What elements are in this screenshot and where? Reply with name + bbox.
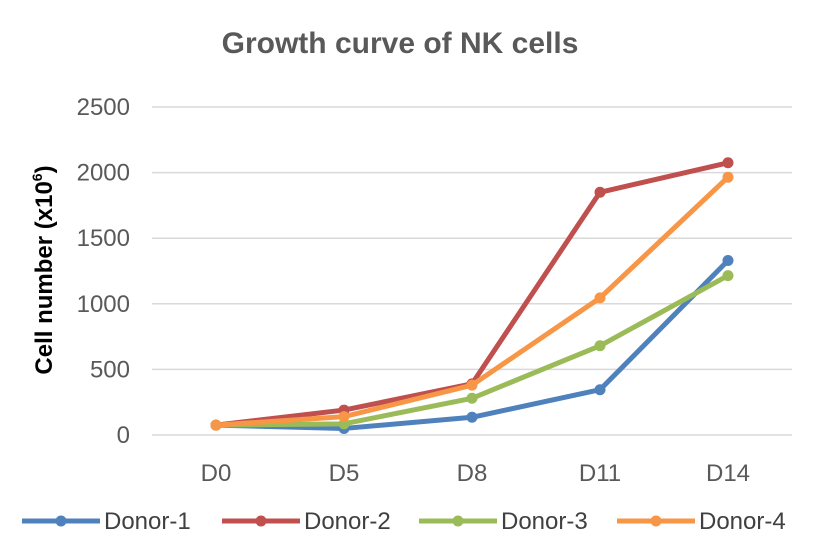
grid-lines bbox=[152, 106, 792, 436]
y-tick-label: 0 bbox=[117, 422, 130, 449]
x-tick-label: D11 bbox=[579, 460, 621, 487]
legend-label: Donor-3 bbox=[501, 508, 588, 535]
data-point bbox=[594, 186, 606, 198]
data-point bbox=[594, 292, 606, 304]
data-point bbox=[722, 255, 734, 267]
data-point bbox=[338, 411, 350, 423]
data-point bbox=[594, 384, 606, 396]
data-point bbox=[466, 392, 478, 404]
series-donor-3 bbox=[210, 270, 734, 431]
x-tick-label: D0 bbox=[201, 460, 232, 487]
legend-marker bbox=[452, 515, 464, 527]
y-axis-label-main: Cell number (x10 bbox=[31, 181, 58, 374]
y-axis-label-suffix: ) bbox=[31, 165, 58, 173]
y-axis-label-superscript: 6 bbox=[29, 173, 45, 181]
series-lines bbox=[210, 157, 734, 434]
data-point bbox=[466, 379, 478, 391]
legend: Donor-1 Donor-2 Donor-3 Donor-4 bbox=[22, 508, 786, 535]
series-donor-1 bbox=[210, 255, 734, 434]
legend-item: Donor-2 bbox=[222, 508, 391, 535]
x-tick-label: D8 bbox=[457, 460, 488, 487]
chart-title: Growth curve of NK cells bbox=[222, 27, 579, 60]
legend-marker bbox=[255, 515, 267, 527]
data-point bbox=[722, 157, 734, 169]
data-point bbox=[594, 340, 606, 352]
legend-label: Donor-4 bbox=[699, 508, 786, 535]
legend-marker bbox=[650, 515, 662, 527]
y-tick-label: 1500 bbox=[77, 225, 130, 252]
data-point bbox=[722, 270, 734, 282]
y-tick-label: 1000 bbox=[77, 291, 130, 318]
x-tick-label: D5 bbox=[329, 460, 360, 487]
x-tick-label: D14 bbox=[706, 460, 750, 487]
data-point bbox=[466, 411, 478, 423]
data-point bbox=[722, 171, 734, 183]
data-point bbox=[210, 419, 222, 431]
y-tick-label: 2000 bbox=[77, 160, 130, 187]
legend-label: Donor-2 bbox=[304, 508, 391, 535]
legend-item: Donor-1 bbox=[22, 508, 191, 535]
legend-item: Donor-3 bbox=[419, 508, 588, 535]
y-axis-label: Cell number (x106) bbox=[29, 165, 58, 374]
y-tick-label: 2500 bbox=[77, 94, 130, 121]
x-axis-ticks: D0 D5 D8 D11 D14 bbox=[201, 460, 750, 487]
legend-label: Donor-1 bbox=[104, 508, 191, 535]
legend-item: Donor-4 bbox=[617, 508, 786, 535]
series-donor-4 bbox=[210, 171, 734, 431]
legend-marker bbox=[55, 515, 67, 527]
y-axis-ticks: 0 500 1000 1500 2000 2500 bbox=[77, 94, 130, 449]
y-tick-label: 500 bbox=[90, 356, 130, 383]
